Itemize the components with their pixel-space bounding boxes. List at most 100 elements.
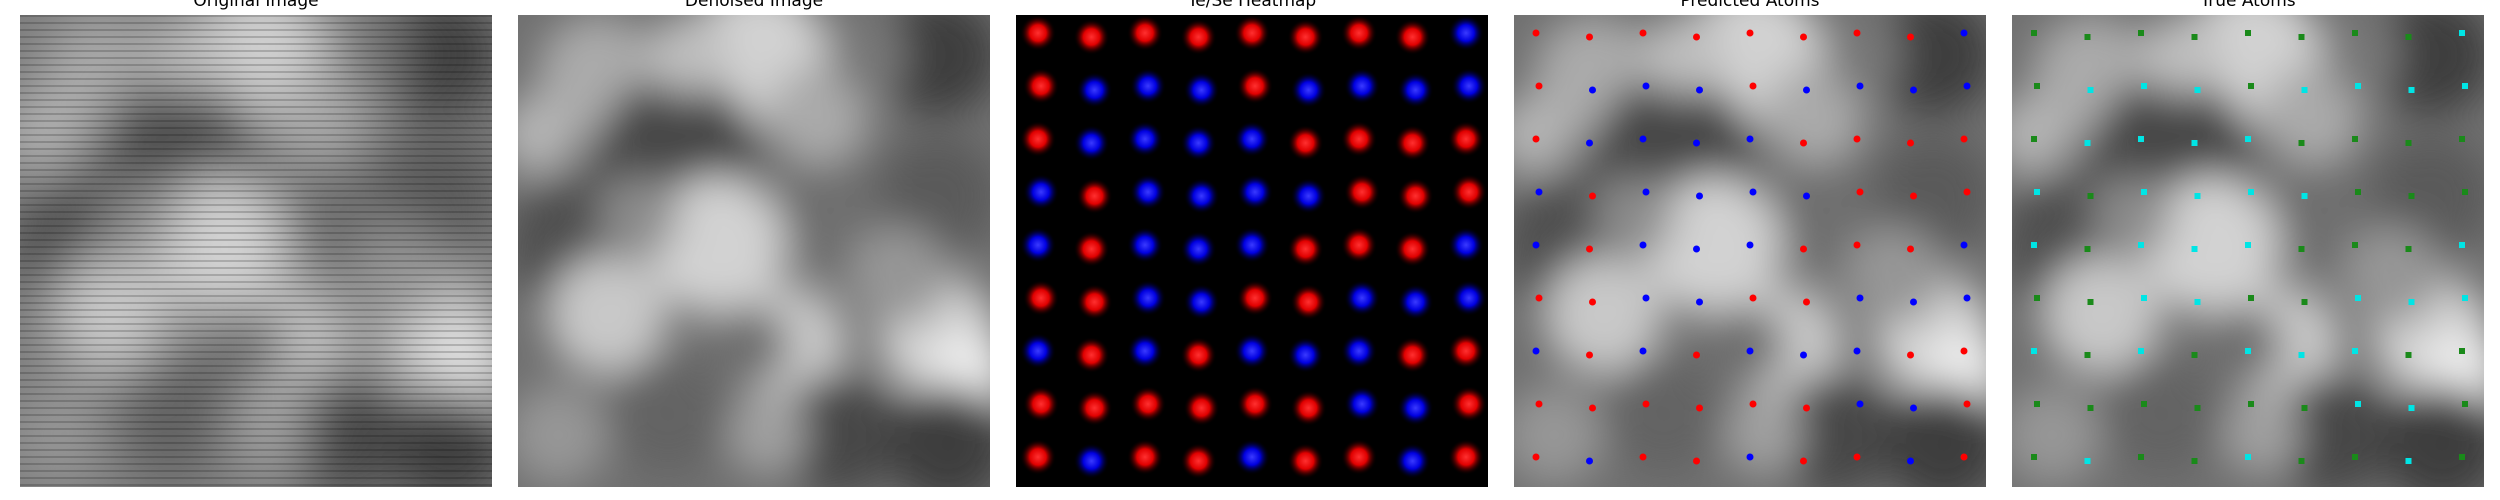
true-atom-b xyxy=(2141,189,2147,195)
predicted-se-atom xyxy=(1535,188,1543,196)
se-heat-spot xyxy=(1020,227,1056,263)
te-heat-spot xyxy=(1023,386,1059,422)
te-heat-spot xyxy=(1394,337,1431,373)
predicted-se-atom xyxy=(1910,86,1917,94)
true-atom-b xyxy=(2355,401,2361,407)
predicted-te-atom xyxy=(1693,351,1700,359)
te-heat-spot xyxy=(1127,15,1163,51)
te-heat-spot xyxy=(1237,386,1273,422)
true-atom-b xyxy=(2245,242,2251,248)
true-atom-a xyxy=(2459,454,2465,460)
true-atom-a xyxy=(2408,193,2415,199)
predicted-se-atom xyxy=(1960,29,1968,37)
predicted-se-atom xyxy=(1910,298,1917,306)
se-heat-spot xyxy=(1130,174,1166,210)
te-heat-spot xyxy=(1076,284,1113,320)
predicted-te-atom xyxy=(1907,351,1914,359)
se-heat-spot xyxy=(1234,227,1270,263)
predicted-se-atom xyxy=(1853,347,1861,355)
predicted-te-atom xyxy=(1589,404,1596,412)
true-atom-b xyxy=(2301,193,2308,199)
texture-blob xyxy=(608,355,728,475)
te-heat-spot xyxy=(1130,386,1166,422)
predicted-se-atom xyxy=(1960,241,1968,249)
predicted-se-atom xyxy=(1746,135,1754,143)
predicted-se-atom xyxy=(1586,139,1593,147)
texture-blob xyxy=(2042,255,2162,375)
te-heat-spot xyxy=(1183,390,1220,426)
texture-blob xyxy=(2222,395,2302,475)
se-heat-spot xyxy=(1397,72,1434,108)
te-heat-spot xyxy=(1127,439,1163,475)
true-atom-b xyxy=(2191,246,2198,252)
true-atom-a xyxy=(2245,30,2251,36)
texture-blob xyxy=(1644,175,1784,315)
se-heat-spot xyxy=(1023,174,1059,210)
predicted-te-atom xyxy=(1800,139,1807,147)
true-atom-b xyxy=(2034,189,2040,195)
true-atom-b xyxy=(2355,83,2361,89)
se-heat-spot xyxy=(1234,439,1270,475)
true-atom-a xyxy=(2405,352,2412,358)
true-atom-a xyxy=(2084,34,2091,40)
panel-title: Denoised Image xyxy=(684,0,824,11)
texture-blob xyxy=(768,65,868,165)
te-heat-spot xyxy=(1023,280,1059,316)
predicted-te-atom xyxy=(1963,400,1971,408)
texture-blob xyxy=(1724,395,1804,475)
predicted-te-atom xyxy=(1907,245,1914,253)
true-atom-a xyxy=(2087,405,2094,411)
te-heat-spot xyxy=(1237,68,1273,104)
te-heat-spot xyxy=(1341,439,1377,475)
texture-blob xyxy=(2142,175,2282,315)
se-heat-spot xyxy=(1180,125,1217,161)
te-heat-spot xyxy=(1397,178,1434,214)
true-atom-a xyxy=(2191,458,2198,464)
predicted-te-atom xyxy=(1535,294,1543,302)
te-heat-spot xyxy=(1394,231,1431,267)
te-heat-spot xyxy=(1451,174,1487,210)
se-heat-spot xyxy=(1073,443,1110,479)
predicted-te-atom xyxy=(1589,192,1596,200)
predicted-te-atom xyxy=(1589,298,1596,306)
texture-blob xyxy=(2092,175,2172,255)
true-atom-a xyxy=(2087,193,2094,199)
te-heat-spot xyxy=(1234,15,1270,51)
true-atom-a xyxy=(2405,34,2412,40)
texture-blob xyxy=(1844,225,1944,325)
se-heat-spot xyxy=(1287,337,1324,373)
heatmap-image xyxy=(1016,15,1488,487)
predicted-te-atom xyxy=(1749,82,1757,90)
predicted-se-atom xyxy=(1856,294,1864,302)
predicted-te-atom xyxy=(1853,241,1861,249)
te-heat-spot xyxy=(1290,284,1327,320)
true-atom-b xyxy=(2194,193,2201,199)
predicted-te-atom xyxy=(1800,33,1807,41)
te-heat-spot xyxy=(1237,280,1273,316)
texture-blob xyxy=(888,385,990,487)
se-heat-spot xyxy=(1234,333,1270,369)
predicted-se-atom xyxy=(1642,188,1650,196)
se-heat-spot xyxy=(1451,68,1487,104)
te-heat-spot xyxy=(1073,231,1110,267)
texture-blob xyxy=(648,15,728,95)
true-atom-a xyxy=(2352,242,2358,248)
true-atom-b xyxy=(2462,83,2468,89)
predicted-te-atom xyxy=(1907,139,1914,147)
true-atom-b xyxy=(2141,295,2147,301)
true-atom-b xyxy=(2352,348,2358,354)
true-atom-b xyxy=(2194,87,2201,93)
predicted-se-atom xyxy=(1532,241,1540,249)
true-atom-b xyxy=(2141,83,2147,89)
true-atom-a xyxy=(2138,30,2144,36)
true-atom-b xyxy=(2031,348,2037,354)
panel-title: Original Image xyxy=(193,0,319,11)
se-heat-spot xyxy=(1394,443,1431,479)
te-heat-spot xyxy=(1073,337,1110,373)
predicted-te-atom xyxy=(1532,135,1540,143)
texture-blob xyxy=(2372,15,2484,115)
true-atoms-image xyxy=(2012,15,2484,487)
true-atom-b xyxy=(2191,140,2198,146)
predicted-te-atom xyxy=(1960,347,1968,355)
texture-blob xyxy=(1824,15,1904,95)
